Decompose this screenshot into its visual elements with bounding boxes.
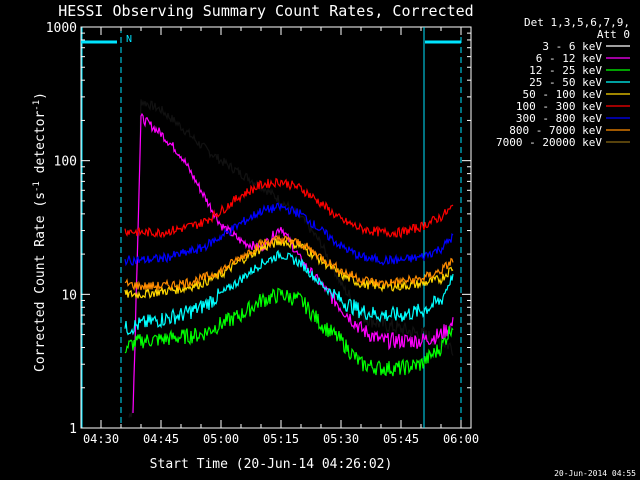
series-line xyxy=(124,177,454,239)
x-tick-label: 05:00 xyxy=(203,432,239,446)
legend-entry-label: 100 - 300 keV xyxy=(516,100,602,113)
y-axis-label-part2: detector xyxy=(33,111,48,182)
x-axis-label: Start Time (20-Jun-14 04:26:02) xyxy=(150,457,393,472)
series-line xyxy=(124,202,454,267)
legend-entry-label: 300 - 800 keV xyxy=(516,112,602,125)
legend-entry-label: 6 - 12 keV xyxy=(536,52,603,65)
x-tick-label: 04:45 xyxy=(143,432,179,446)
y-axis-label-part1: Corrected Count Rate (s xyxy=(33,192,48,372)
legend-entry-label: 12 - 25 keV xyxy=(529,64,602,77)
y-tick-label: 1000 xyxy=(46,21,77,36)
legend-entry-label: 800 - 7000 keV xyxy=(509,124,602,137)
series-layer xyxy=(124,99,454,418)
legend-entry-label: 50 - 100 keV xyxy=(523,88,603,101)
x-tick-label: 05:15 xyxy=(263,432,299,446)
legend-entry-label: 25 - 50 keV xyxy=(529,76,602,89)
x-tick-label: 06:00 xyxy=(443,432,479,446)
y-tick-label: 1 xyxy=(69,422,77,437)
plot-frame xyxy=(80,26,472,429)
y-tick-label: 10 xyxy=(61,288,77,303)
series-line xyxy=(124,249,454,336)
series-line xyxy=(124,287,454,377)
chart-title: HESSI Observing Summary Count Rates, Cor… xyxy=(58,2,473,20)
axes: 04:30 04:45 05:00 05:15 05:30 05:45 06:00 1 10 10… xyxy=(46,21,479,446)
series-line xyxy=(124,234,454,291)
y-tick-label: 100 xyxy=(54,155,77,170)
series-line xyxy=(132,112,454,414)
night-label: N xyxy=(126,34,132,45)
footer-timestamp: 20-Jun-2014 04:55 xyxy=(554,469,636,478)
y-axis-label-sup2: -1 xyxy=(32,100,42,111)
x-tick-label: 04:30 xyxy=(83,432,119,446)
x-tick-label: 05:30 xyxy=(323,432,359,446)
plot-border xyxy=(80,26,472,429)
y-axis-label-sup1: -1 xyxy=(32,181,42,192)
legend-entry-label: 7000 - 20000 keV xyxy=(496,136,602,149)
series-line xyxy=(128,99,454,418)
legend-header-line2: Att 0 xyxy=(597,28,630,41)
legend-header-line1: Det 1,3,5,6,7,9, xyxy=(524,16,630,29)
legend-entry-label: 3 - 6 keV xyxy=(542,40,602,53)
x-tick-label: 05:45 xyxy=(383,432,419,446)
y-axis-label: Corrected Count Rate (s-1 detector-1) xyxy=(32,92,48,372)
y-axis-label-part3: ) xyxy=(33,92,48,100)
